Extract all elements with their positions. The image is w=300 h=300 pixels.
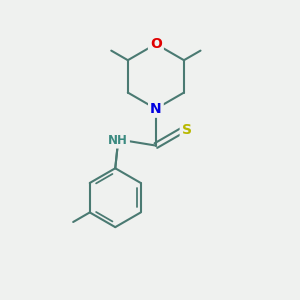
Text: NH: NH (108, 134, 128, 147)
Text: S: S (182, 123, 192, 137)
Text: O: O (150, 37, 162, 51)
Text: N: N (150, 102, 162, 116)
